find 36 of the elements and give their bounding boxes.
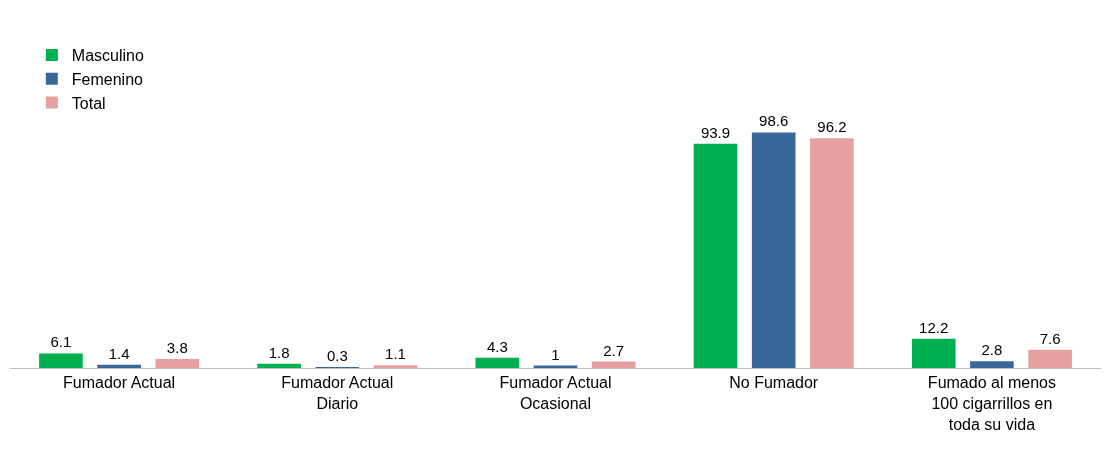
legend-label: Total <box>71 94 106 112</box>
x-tick-label: Fumado al menos 100 cigarrillos en toda su vida <box>927 374 1056 433</box>
bar <box>373 365 418 368</box>
data-label: 93.9 <box>700 123 731 141</box>
data-label: 96.2 <box>817 118 847 136</box>
data-label: 0.3 <box>326 347 348 364</box>
data-label: 12.2 <box>919 318 949 336</box>
data-label: 3.8 <box>166 338 188 356</box>
bar <box>475 357 520 368</box>
x-tick-label: Fumador Actual Ocasional <box>499 374 612 412</box>
data-label: 7.6 <box>1039 329 1061 347</box>
bar <box>155 358 200 368</box>
x-tick-label: Fumador Actual Diario <box>281 374 394 412</box>
data-label: 2.8 <box>981 341 1003 359</box>
bar <box>591 361 636 368</box>
bar <box>911 338 956 368</box>
data-label: 1.8 <box>268 343 290 361</box>
data-label: 6.1 <box>50 333 72 351</box>
legend-label: Femenino <box>71 70 144 88</box>
bar <box>97 364 141 368</box>
bar <box>1028 349 1072 368</box>
bar <box>751 132 796 368</box>
bar <box>693 143 738 368</box>
data-label: 98.6 <box>759 112 789 130</box>
x-tick-label: No Fumador <box>729 374 819 392</box>
bar <box>39 353 83 368</box>
data-label: 4.3 <box>486 337 508 355</box>
bar <box>257 363 301 368</box>
data-label: 2.7 <box>603 341 625 359</box>
legend-label: Masculino <box>71 47 144 65</box>
data-label: 1 <box>551 345 560 363</box>
bar <box>970 361 1014 368</box>
data-label: 1.1 <box>385 345 406 363</box>
x-tick-label: Fumador Actual <box>63 374 176 392</box>
bar <box>810 138 854 368</box>
data-label: 1.4 <box>108 344 130 362</box>
